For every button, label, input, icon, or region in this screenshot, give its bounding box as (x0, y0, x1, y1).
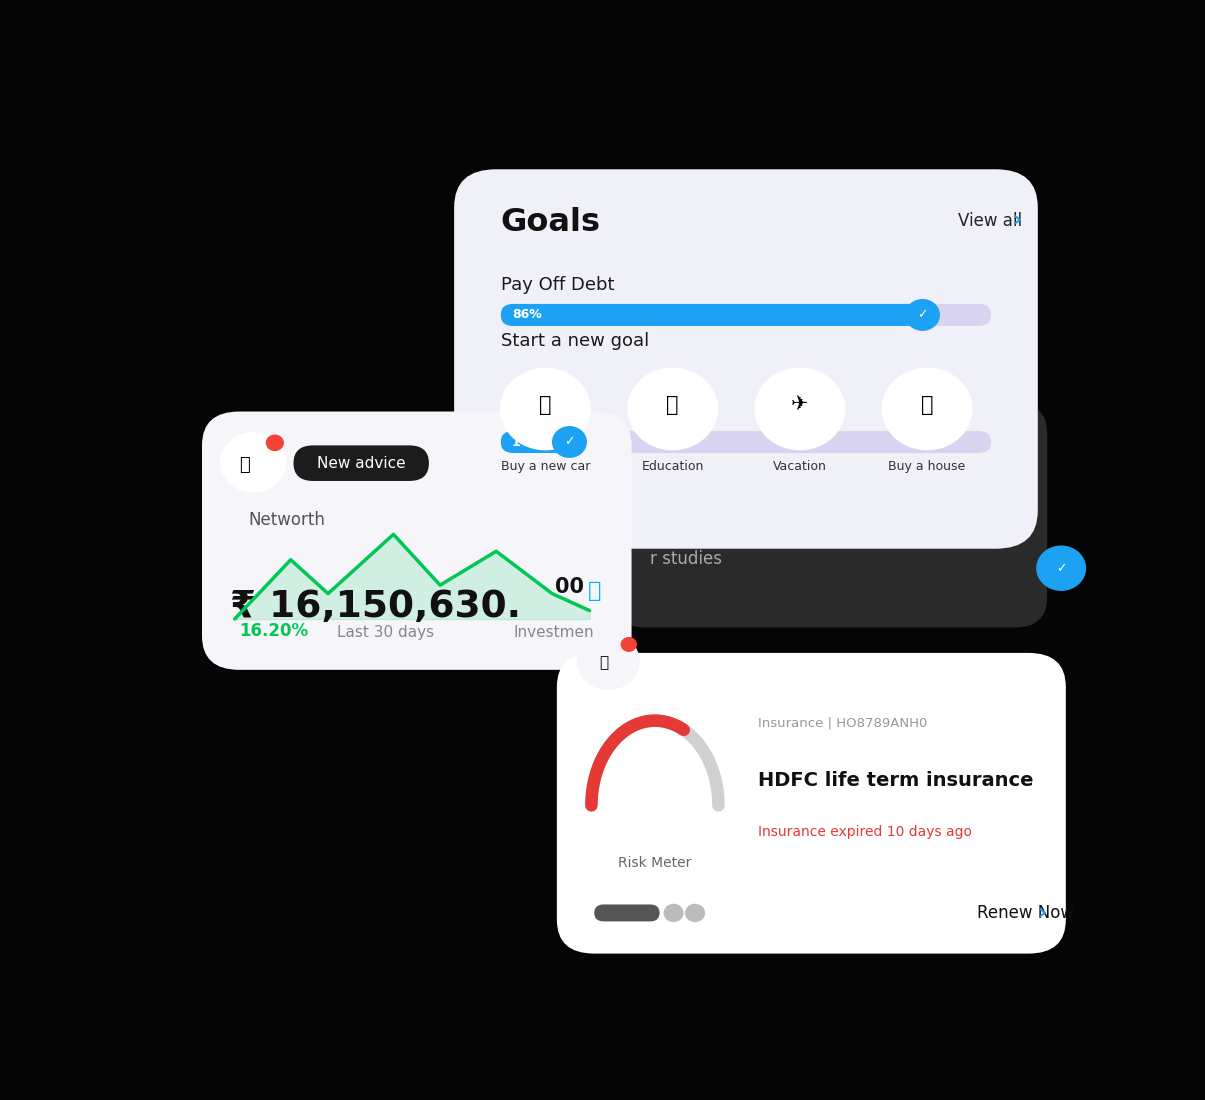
Text: mpleted goals: mpleted goals (651, 437, 778, 455)
Text: 🏠: 🏠 (921, 395, 934, 415)
Circle shape (500, 368, 590, 450)
Text: ›: › (1012, 210, 1022, 230)
Text: View all: View all (958, 211, 1023, 230)
Text: 👁: 👁 (588, 581, 601, 601)
Text: 🎓: 🎓 (666, 395, 678, 415)
Text: View all: View all (965, 437, 1024, 452)
Text: 16.20%: 16.20% (240, 623, 308, 640)
Text: Last 30 days: Last 30 days (337, 625, 435, 640)
Text: Marriage: Marriage (501, 403, 581, 421)
Text: Renew Now: Renew Now (977, 904, 1074, 922)
Circle shape (221, 432, 286, 492)
Text: r studies: r studies (651, 550, 722, 569)
FancyBboxPatch shape (501, 431, 570, 453)
Text: HDFC life term insurance: HDFC life term insurance (758, 771, 1033, 791)
Circle shape (882, 368, 972, 450)
FancyBboxPatch shape (501, 304, 991, 326)
Text: Goals: Goals (501, 208, 601, 239)
Text: Education: Education (641, 460, 704, 473)
FancyBboxPatch shape (202, 411, 631, 670)
FancyBboxPatch shape (501, 431, 991, 453)
Circle shape (756, 368, 845, 450)
Text: Vacation: Vacation (772, 460, 827, 473)
Text: ›: › (1038, 903, 1047, 923)
Text: Buy a new car: Buy a new car (500, 460, 590, 473)
FancyBboxPatch shape (613, 403, 1047, 627)
Text: Start a new goal: Start a new goal (501, 332, 649, 350)
FancyBboxPatch shape (454, 169, 1038, 549)
FancyBboxPatch shape (594, 904, 659, 922)
Text: 💡: 💡 (599, 656, 609, 671)
Text: Networth: Networth (248, 512, 325, 529)
Text: ✓: ✓ (917, 308, 928, 321)
Text: Insurance expired 10 days ago: Insurance expired 10 days ago (758, 825, 971, 839)
Circle shape (686, 904, 705, 922)
Circle shape (1036, 547, 1086, 591)
Circle shape (266, 436, 283, 451)
Text: ✓: ✓ (564, 436, 575, 449)
Circle shape (577, 634, 639, 690)
Text: New advice: New advice (317, 455, 406, 471)
FancyBboxPatch shape (557, 653, 1065, 954)
Text: 🚗: 🚗 (539, 395, 552, 415)
Text: Investmen: Investmen (513, 625, 594, 640)
Circle shape (622, 638, 636, 651)
Text: ✓: ✓ (1056, 562, 1066, 574)
Text: Pay Off Debt: Pay Off Debt (501, 276, 615, 294)
Text: ✈: ✈ (792, 395, 809, 415)
Circle shape (628, 368, 717, 450)
Text: 86%: 86% (512, 308, 542, 321)
Text: ₹ 16,150,630.: ₹ 16,150,630. (230, 590, 521, 626)
Circle shape (664, 904, 683, 922)
Text: Buy a house: Buy a house (888, 460, 965, 473)
Circle shape (553, 427, 587, 458)
Circle shape (906, 299, 939, 330)
FancyBboxPatch shape (501, 304, 923, 326)
Text: 14%: 14% (512, 436, 542, 449)
Text: 00: 00 (556, 576, 584, 596)
FancyBboxPatch shape (294, 446, 429, 481)
Text: Risk Meter: Risk Meter (618, 856, 692, 870)
Text: Insurance | HO8789ANH0: Insurance | HO8789ANH0 (758, 716, 927, 729)
Text: 💡: 💡 (240, 455, 251, 474)
